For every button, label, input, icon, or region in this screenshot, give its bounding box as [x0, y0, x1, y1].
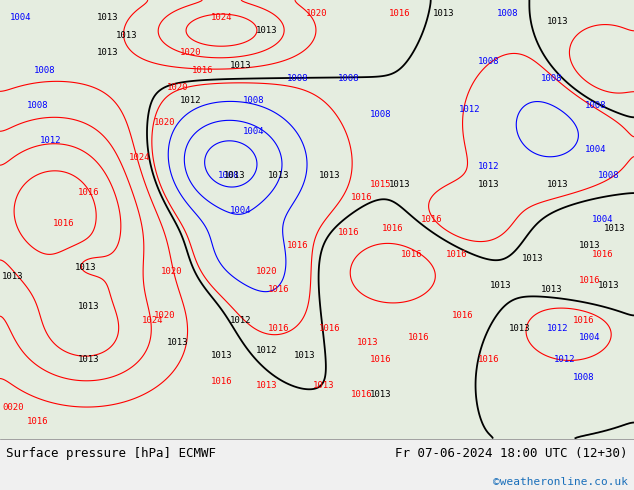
Text: 1004: 1004 [243, 127, 264, 136]
Text: 1008: 1008 [585, 101, 607, 110]
Text: 1016: 1016 [287, 241, 309, 250]
Text: 1016: 1016 [573, 316, 594, 325]
Text: 1012: 1012 [477, 162, 499, 171]
Text: 1013: 1013 [357, 338, 378, 346]
Text: 1016: 1016 [351, 390, 372, 399]
Text: 1020: 1020 [256, 268, 277, 276]
Text: 1016: 1016 [579, 276, 600, 285]
Text: 1020: 1020 [179, 48, 201, 57]
Text: 1013: 1013 [477, 180, 499, 189]
Text: 1008: 1008 [598, 171, 619, 180]
Text: 1013: 1013 [78, 302, 100, 312]
Text: 1012: 1012 [547, 324, 569, 333]
Text: 1016: 1016 [477, 355, 499, 364]
Text: 1013: 1013 [490, 281, 512, 290]
Text: 1016: 1016 [78, 189, 100, 197]
Text: 1015: 1015 [370, 180, 391, 189]
Text: 1024: 1024 [129, 153, 150, 162]
Text: 1013: 1013 [604, 223, 626, 233]
Text: 1013: 1013 [509, 324, 531, 333]
Text: 1013: 1013 [389, 180, 410, 189]
Text: 1016: 1016 [370, 355, 391, 364]
Text: 1016: 1016 [268, 324, 290, 333]
Text: 1008: 1008 [243, 97, 264, 105]
Text: 1008: 1008 [27, 101, 49, 110]
Text: 1013: 1013 [97, 13, 119, 22]
Text: 1016: 1016 [192, 66, 214, 74]
Text: 1004: 1004 [10, 13, 31, 22]
Text: 0020: 0020 [2, 403, 23, 413]
Text: 1016: 1016 [401, 250, 423, 259]
Text: 1016: 1016 [27, 416, 49, 425]
Text: 1008: 1008 [541, 74, 562, 83]
Text: 1024: 1024 [141, 316, 163, 325]
Text: 1012: 1012 [553, 355, 575, 364]
Text: Surface pressure [hPa] ECMWF: Surface pressure [hPa] ECMWF [6, 447, 216, 461]
Text: 1013: 1013 [319, 171, 340, 180]
Text: 1013: 1013 [547, 180, 569, 189]
Text: 1013: 1013 [313, 381, 334, 391]
Text: 1012: 1012 [40, 136, 61, 145]
Text: 1016: 1016 [382, 223, 404, 233]
Text: 1008: 1008 [217, 171, 239, 180]
Text: 1008: 1008 [496, 9, 518, 18]
Text: 1008: 1008 [477, 57, 499, 66]
Text: 1013: 1013 [541, 285, 562, 294]
Text: 1016: 1016 [351, 193, 372, 202]
Text: 1008: 1008 [34, 66, 55, 74]
Text: 1016: 1016 [389, 9, 410, 18]
Text: 1013: 1013 [224, 171, 245, 180]
Text: Fr 07-06-2024 18:00 UTC (12+30): Fr 07-06-2024 18:00 UTC (12+30) [395, 447, 628, 461]
Text: 1013: 1013 [75, 263, 96, 272]
Text: 1020: 1020 [160, 268, 182, 276]
Text: 1020: 1020 [154, 311, 176, 320]
Text: 1013: 1013 [579, 241, 600, 250]
Text: 1012: 1012 [230, 316, 252, 325]
Text: 1013: 1013 [433, 9, 455, 18]
Text: 1013: 1013 [370, 390, 391, 399]
Text: 1013: 1013 [256, 26, 277, 35]
Text: 1020: 1020 [306, 9, 328, 18]
Text: 1013: 1013 [78, 355, 100, 364]
Text: 1004: 1004 [592, 215, 613, 224]
Text: 1013: 1013 [294, 351, 315, 360]
Text: 1013: 1013 [268, 171, 290, 180]
Text: 1016: 1016 [420, 215, 442, 224]
Text: 1016: 1016 [211, 377, 233, 386]
Text: 1016: 1016 [452, 311, 474, 320]
Text: 1008: 1008 [338, 74, 359, 83]
Text: 1012: 1012 [179, 97, 201, 105]
Text: 1016: 1016 [408, 333, 429, 342]
Text: 1024: 1024 [211, 13, 233, 22]
Text: 1013: 1013 [522, 254, 543, 263]
Text: 1004: 1004 [585, 145, 607, 153]
Text: 1020: 1020 [154, 118, 176, 127]
Text: 1013: 1013 [116, 30, 138, 40]
Text: 1004: 1004 [579, 333, 600, 342]
Text: 1013: 1013 [256, 381, 277, 391]
Text: 1016: 1016 [53, 219, 74, 228]
Text: 1013: 1013 [211, 351, 233, 360]
Text: 1016: 1016 [268, 285, 290, 294]
Text: 1008: 1008 [573, 373, 594, 382]
Text: 1013: 1013 [167, 338, 188, 346]
Text: 1016: 1016 [338, 228, 359, 237]
Text: 1013: 1013 [230, 61, 252, 70]
Text: ©weatheronline.co.uk: ©weatheronline.co.uk [493, 477, 628, 487]
Text: 1012: 1012 [458, 105, 480, 114]
Text: 1013: 1013 [97, 48, 119, 57]
Text: 1016: 1016 [592, 250, 613, 259]
Text: 1013: 1013 [598, 281, 619, 290]
Text: 1013: 1013 [547, 18, 569, 26]
Text: 1013: 1013 [2, 272, 23, 281]
Text: 1020: 1020 [167, 83, 188, 92]
Text: 1016: 1016 [319, 324, 340, 333]
Text: 1012: 1012 [256, 346, 277, 355]
Text: 1008: 1008 [287, 74, 309, 83]
Text: 1016: 1016 [446, 250, 467, 259]
Text: 1008: 1008 [370, 110, 391, 119]
Text: 1004: 1004 [230, 206, 252, 215]
